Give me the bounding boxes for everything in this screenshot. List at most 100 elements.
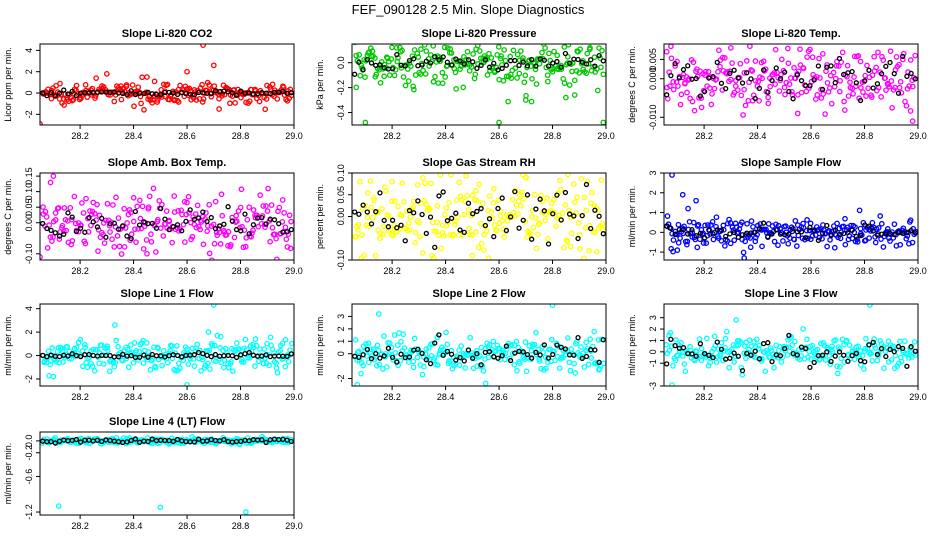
data-point (45, 348, 52, 355)
data-point (61, 102, 67, 108)
reference-point (685, 350, 691, 357)
data-point (703, 335, 710, 342)
data-point (423, 201, 430, 208)
reference-point (541, 208, 547, 214)
data-point (64, 343, 71, 350)
points-layer (40, 173, 294, 260)
reference-point (727, 70, 733, 76)
reference-point (427, 60, 434, 66)
reference-point (798, 229, 805, 235)
data-point (787, 335, 793, 341)
reference-point (427, 360, 434, 367)
data-point (844, 62, 851, 69)
data-point (878, 94, 884, 100)
data-point (240, 359, 247, 365)
reference-point (107, 353, 113, 359)
reference-point (512, 350, 518, 356)
reference-point (352, 209, 358, 215)
reference-point (377, 190, 383, 196)
data-point (204, 228, 211, 235)
reference-point (668, 336, 674, 343)
data-point (488, 209, 495, 215)
data-point (804, 217, 810, 223)
reference-point (48, 89, 54, 96)
data-point (69, 97, 76, 104)
data-point (176, 365, 183, 372)
y-axis-label: ml/min per min. (315, 314, 325, 376)
data-point (471, 197, 478, 204)
data-point (677, 235, 683, 242)
data-point (116, 243, 123, 250)
data-point (406, 227, 413, 233)
reference-point (352, 353, 358, 359)
data-point (473, 348, 480, 354)
data-point (782, 91, 788, 98)
reference-point (756, 356, 763, 362)
data-point (664, 341, 670, 348)
data-point (679, 353, 686, 359)
reference-point (503, 62, 510, 68)
data-point (527, 63, 534, 70)
plot-frame (351, 303, 607, 387)
plot-frame (663, 172, 919, 261)
data-point (693, 348, 700, 355)
data-point (587, 336, 593, 342)
reference-point (912, 348, 918, 354)
reference-point (668, 225, 674, 232)
data-point (859, 353, 866, 359)
data-point (411, 335, 418, 342)
data-point (129, 82, 136, 88)
reference-point (832, 353, 838, 359)
reference-point (440, 54, 446, 60)
reference-point (94, 89, 101, 96)
reference-point (153, 91, 160, 98)
data-point (221, 364, 227, 371)
reference-point (470, 211, 476, 217)
points-layer (40, 304, 294, 386)
data-point (486, 50, 492, 57)
data-point (389, 44, 395, 51)
data-point (800, 65, 807, 72)
data-point (549, 68, 556, 75)
reference-point (731, 350, 737, 356)
data-point (489, 215, 496, 221)
plot-frame (39, 303, 295, 387)
outlier-point (469, 252, 476, 259)
data-point (857, 362, 864, 368)
data-point (854, 238, 861, 245)
data-point (577, 245, 583, 252)
data-point (589, 189, 595, 196)
data-point (189, 233, 196, 240)
y-tick-label: 0 (336, 351, 346, 356)
data-point (502, 57, 509, 64)
data-point (566, 82, 573, 88)
data-point (598, 64, 604, 71)
data-point (123, 82, 130, 88)
data-point (107, 229, 113, 235)
data-point (137, 215, 144, 222)
y-tick-label: 0.00 (336, 208, 346, 226)
reference-point (803, 235, 809, 241)
data-point (749, 68, 756, 74)
data-point (727, 76, 734, 83)
reference-point (229, 218, 235, 224)
data-point (40, 204, 46, 210)
data-point (854, 236, 860, 243)
reference-point (233, 226, 240, 233)
data-point (539, 49, 545, 56)
reference-point (90, 352, 96, 359)
reference-point (276, 353, 282, 359)
x-tick-label: 28.4 (125, 392, 143, 402)
reference-point (65, 210, 71, 216)
data-point (678, 339, 684, 346)
data-point (473, 229, 479, 235)
x-tick-label: 28.6 (490, 131, 508, 141)
reference-point (550, 60, 556, 66)
reference-point (419, 211, 425, 218)
data-point (139, 74, 145, 81)
data-point (575, 220, 582, 226)
data-point (739, 372, 746, 378)
data-point (670, 363, 676, 369)
x-tick-label: 29.0 (597, 131, 615, 141)
data-point (546, 50, 552, 57)
